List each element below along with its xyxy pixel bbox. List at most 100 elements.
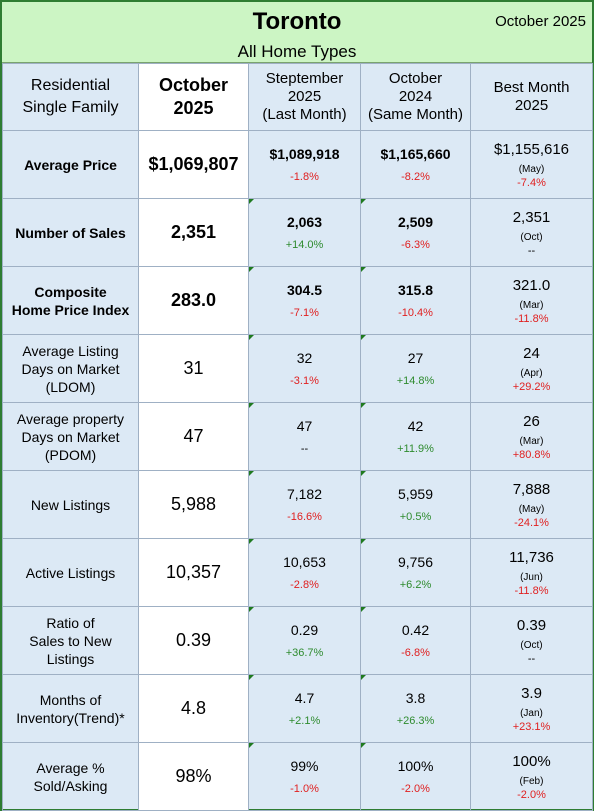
table-row: Average Listing Days on Market (LDOM) 31 32 -…	[2, 334, 593, 403]
same-month-value: 5,959	[397, 486, 434, 502]
metric-cell: Average Price	[2, 130, 139, 199]
last-month-cell: 99% -1.0%	[248, 742, 361, 811]
metric-cell: Months of Inventory(Trend)*	[2, 674, 139, 743]
same-month-cell: $1,165,660 -8.2%	[360, 130, 471, 199]
same-month-value: 42	[407, 418, 424, 434]
best-month-value: 0.39	[516, 616, 547, 634]
last-month-cell: 304.5 -7.1%	[248, 266, 361, 335]
best-month-cell: 24 (Apr) +29.2%	[470, 334, 593, 403]
same-month-value: 0.42	[401, 622, 430, 638]
current-value-cell: $1,069,807	[138, 130, 249, 199]
last-month-value: $1,089,918	[269, 146, 340, 162]
metric-label: New Listings	[30, 496, 111, 513]
current-value-cell: 47	[138, 402, 249, 471]
current-value-cell: 98%	[138, 742, 249, 811]
same-month-change: +0.5%	[399, 511, 432, 523]
current-value: 10,357	[165, 562, 222, 582]
metric-label: Average %	[36, 759, 105, 776]
header-band: Toronto All Home Types October 2025	[2, 2, 592, 63]
metric-cell: Ratio of Sales to New Listings	[2, 606, 139, 675]
last-month-value: 10,653	[283, 554, 326, 570]
current-value: $1,069,807	[148, 154, 239, 174]
current-value: 5,988	[170, 494, 217, 514]
current-value-cell: 10,357	[138, 538, 249, 607]
best-month-value: 7,888	[512, 480, 551, 498]
current-value-cell: 283.0	[138, 266, 249, 335]
best-month-name: (Jan)	[520, 707, 543, 719]
metric-label: Months of	[39, 691, 102, 708]
same-month-change: +6.2%	[399, 579, 432, 591]
last-month-value: 7,182	[286, 486, 323, 502]
metric-column-header: Residential Single Family	[2, 63, 139, 131]
best-month-change: +29.2%	[512, 380, 551, 393]
metric-label: Average property	[16, 410, 125, 427]
metric-label: Sold/Asking	[33, 777, 108, 794]
current-value: 2,351	[170, 222, 217, 242]
current-value-cell: 5,988	[138, 470, 249, 539]
same-month-change: -6.3%	[401, 239, 430, 251]
best-month-cell: 26 (Mar) +80.8%	[470, 402, 593, 471]
metric-label: Average Listing	[22, 342, 119, 359]
best-month-cell: 321.0 (Mar) -11.8%	[470, 266, 593, 335]
table-row: Number of Sales 2,351 2,063 +14.0% 2,509 -6.3…	[2, 198, 593, 267]
best-month-change: +80.8%	[512, 448, 551, 461]
last-month-change: --	[300, 443, 309, 455]
metric-label: Ratio of	[46, 614, 95, 631]
same-month-change: -6.8%	[401, 647, 430, 659]
last-month-value: 47	[296, 418, 313, 434]
same-month-cell: 315.8 -10.4%	[360, 266, 471, 335]
best-month-change: +23.1%	[512, 720, 551, 733]
best-month-change: --	[527, 244, 536, 257]
same-month-column-header: October 2024 (Same Month)	[360, 63, 471, 131]
best-month-name: (Feb)	[519, 775, 544, 787]
last-month-change: +2.1%	[288, 715, 321, 727]
same-month-cell: 100% -2.0%	[360, 742, 471, 811]
best-month-cell: 11,736 (Jun) -11.8%	[470, 538, 593, 607]
metric-label: Composite	[34, 283, 107, 300]
last-month-column-header: Steptember 2025 (Last Month)	[248, 63, 361, 131]
same-month-value: 9,756	[397, 554, 434, 570]
table-row: Months of Inventory(Trend)* 4.8 4.7 +2.1% 3.8…	[2, 674, 593, 743]
table-row: Ratio of Sales to New Listings 0.39 0.29 +36.…	[2, 606, 593, 675]
last-month-value: 2,063	[286, 214, 323, 230]
best-month-name: (Mar)	[519, 435, 544, 447]
last-month-change: +36.7%	[285, 647, 324, 659]
table-row: Average % Sold/Asking 98% 99% -1.0% 100% -2.0%…	[2, 742, 593, 811]
last-month-change: -16.6%	[287, 511, 322, 523]
metric-label: Days on Market	[21, 428, 120, 445]
metric-label: Average Price	[24, 156, 117, 173]
table-row: Average property Days on Market (PDOM) 47 47…	[2, 402, 593, 471]
last-month-value: 99%	[290, 758, 319, 774]
best-month-value: 26	[523, 412, 540, 430]
same-month-cell: 2,509 -6.3%	[360, 198, 471, 267]
same-month-change: -8.2%	[401, 171, 430, 183]
last-month-value: 32	[296, 350, 313, 366]
same-month-change: -2.0%	[401, 783, 430, 795]
metric-label: Listings	[46, 650, 95, 667]
table-row: Composite Home Price Index 283.0 304.5 -7.1%…	[2, 266, 593, 335]
last-month-change: -2.8%	[290, 579, 319, 591]
same-month-cell: 42 +11.9%	[360, 402, 471, 471]
best-month-cell: $1,155,616 (May) -7.4%	[470, 130, 593, 199]
same-month-cell: 0.42 -6.8%	[360, 606, 471, 675]
table-header-row: Residential Single Family October 2025 S…	[2, 63, 593, 131]
best-month-change: -24.1%	[514, 516, 549, 529]
best-month-name: (May)	[518, 503, 545, 515]
report-period: October 2025	[495, 13, 586, 30]
last-month-value: 4.7	[294, 690, 315, 706]
best-month-name: (Apr)	[520, 367, 543, 379]
same-month-value: 3.8	[405, 690, 426, 706]
same-month-cell: 27 +14.8%	[360, 334, 471, 403]
metric-label: Days on Market	[21, 360, 120, 377]
best-month-cell: 3.9 (Jan) +23.1%	[470, 674, 593, 743]
best-month-value: 11,736	[509, 548, 554, 566]
best-month-cell: 0.39 (Oct) --	[470, 606, 593, 675]
metric-label: Active Listings	[25, 564, 116, 581]
current-value-cell: 0.39	[138, 606, 249, 675]
same-month-change: -10.4%	[398, 307, 433, 319]
best-month-name: (Mar)	[519, 299, 544, 311]
same-month-change: +11.9%	[397, 443, 434, 455]
current-value: 283.0	[170, 290, 217, 310]
current-value-cell: 4.8	[138, 674, 249, 743]
